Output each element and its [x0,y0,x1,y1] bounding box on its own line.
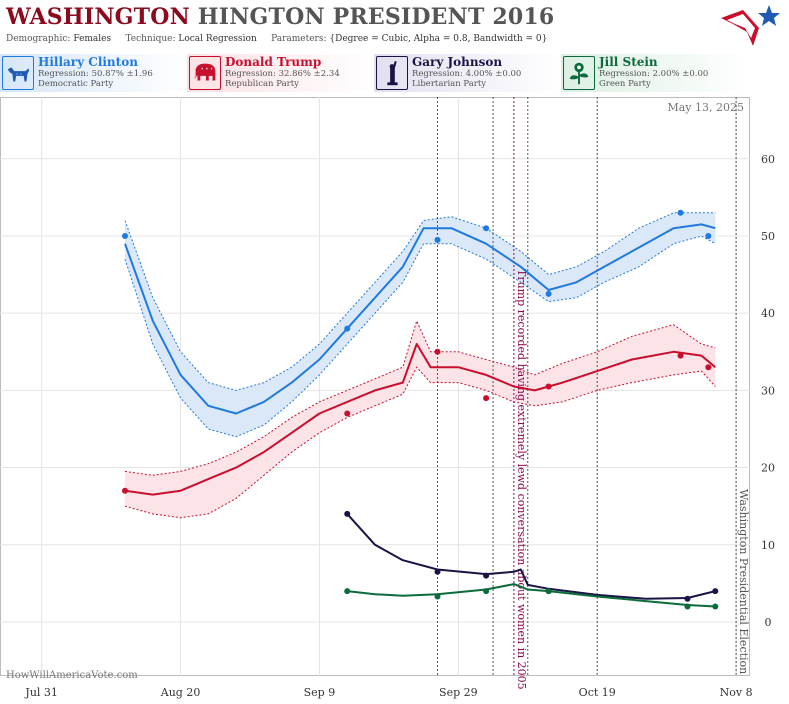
poll-point [122,232,128,239]
demographic-value: Females [73,34,112,44]
poll-point [545,290,552,297]
candidate-party: Democratic Party [38,79,114,89]
technique-value: Local Regression [178,34,257,44]
poll-point [712,603,719,610]
poll-point [434,236,441,243]
y-tick-label: 0 [765,616,772,629]
y-tick-label: 20 [761,462,775,475]
candidate-name: Donald Trump [225,55,322,69]
site-logo-icon [721,5,780,46]
candidate-party: Libertarian Party [412,79,487,89]
x-tick-label: Aug 20 [160,686,201,699]
x-tick-label: Sep 9 [304,686,336,699]
candidate-regression: Regression: 50.87% ±1.96 [38,69,153,79]
x-axis: Jul 31 Aug 20 Sep 9 Sep 29 Oct 19 Nov 8 [24,686,752,699]
y-tick-label: 50 [761,230,775,243]
candidate-legend: Hillary Clinton Regression: 50.87% ±1.96… [0,54,789,94]
legend-stein: Jill Stein Regression: 2.00% ±0.00 Green… [561,54,748,92]
poll-point [684,595,691,602]
poll-point [344,588,351,595]
liberty-icon [376,56,408,90]
y-tick-label: 40 [761,307,775,320]
title-rest: HINGTON PRESIDENT 2016 [197,4,555,30]
poll-point [344,325,351,332]
poll-point [483,225,490,232]
technique-label: Technique: [125,34,176,44]
event-label: Washington Presidential Election [737,489,750,674]
poll-point [483,395,490,402]
poll-point [434,593,441,600]
poll-point [122,487,128,494]
trend-line [347,583,716,608]
x-tick-label: Nov 8 [720,686,753,699]
flower-icon [563,56,595,90]
trend-line [124,343,716,496]
trend-line [124,223,716,415]
x-tick-label: Oct 19 [579,686,616,699]
confidence-bands [124,212,716,519]
lower-bound-line [124,235,716,438]
poll-chart: Trump recorded having extremely lewd con… [0,97,775,699]
poll-point [483,588,490,595]
lower-bound-line [124,366,716,519]
poll-points [122,209,719,610]
x-tick-label: Jul 31 [24,686,58,699]
candidate-regression: Regression: 2.00% ±0.00 [599,69,709,79]
candidate-name: Gary Johnson [412,55,503,69]
candidate-party: Republican Party [225,79,299,89]
candidate-party: Green Party [599,79,651,89]
demographic-label: Demographic: [6,34,71,44]
title-state: WASHINGTON [6,4,190,30]
confidence-band [125,212,716,437]
poll-point [344,510,351,517]
trend-lines [124,223,716,608]
upper-bound-line [124,212,716,391]
donkey-icon [2,56,34,90]
poll-point [705,364,712,371]
y-axis: 0 10 20 30 40 50 60 [761,153,775,629]
y-tick-label: 30 [761,384,775,397]
poll-point [434,348,441,355]
event-label: Trump recorded having extremely lewd con… [515,269,528,690]
date-stamp: May 13, 2025 [667,101,744,114]
poll-point [705,232,712,239]
upper-bound-line [124,319,716,476]
chart-parameters: Demographic: Females Technique: Local Re… [6,34,547,44]
poll-point [483,572,490,579]
poll-point [677,352,684,359]
confidence-band [125,320,716,518]
chart-title: WASHINGTON HINGTON PRESIDENT 2016 [6,4,554,30]
poll-point [677,209,684,216]
watermark: HowWillAmericaVote.com [6,670,138,681]
poll-point [545,588,552,595]
parameters-value: {Degree = Cubic, Alpha = 0.8, Bandwidth … [329,34,548,44]
poll-point [545,383,552,390]
y-tick-label: 10 [761,539,775,552]
legend-trump: Donald Trump Regression: 32.86% ±2.34 Re… [187,54,374,92]
candidate-regression: Regression: 32.86% ±2.34 [225,69,340,79]
poll-point [344,410,351,417]
poll-point [712,588,719,595]
elephant-icon [189,56,221,90]
candidate-regression: Regression: 4.00% ±0.00 [412,69,522,79]
candidate-name: Jill Stein [599,55,658,69]
legend-clinton: Hillary Clinton Regression: 50.87% ±1.96… [0,54,187,92]
event-lines: Trump recorded having extremely lewd con… [437,97,750,690]
poll-point [434,568,441,575]
candidate-name: Hillary Clinton [38,55,138,69]
chart-header: WASHINGTON HINGTON PRESIDENT 2016 Demogr… [0,0,789,100]
poll-point [684,603,691,610]
legend-johnson: Gary Johnson Regression: 4.00% ±0.00 Lib… [374,54,561,92]
x-tick-label: Sep 29 [439,686,478,699]
y-tick-label: 60 [761,153,775,166]
parameters-label: Parameters: [271,34,327,44]
trend-line [346,513,716,600]
